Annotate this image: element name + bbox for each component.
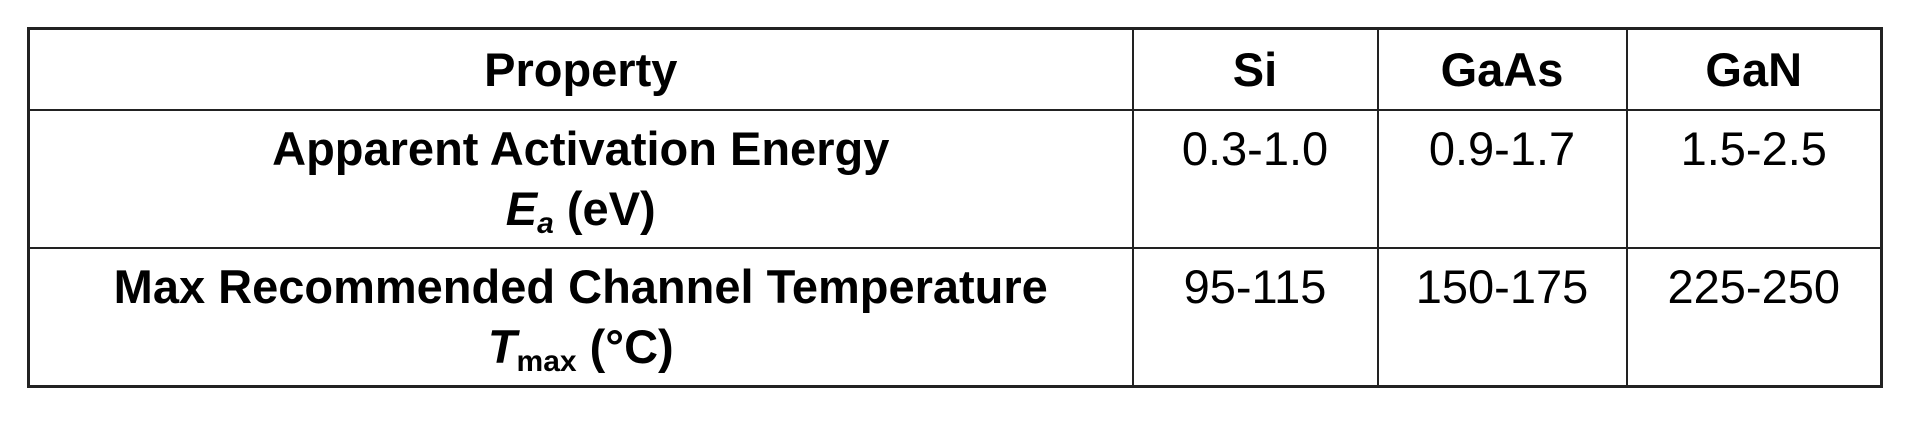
header-gan: GaN [1625, 27, 1883, 111]
property-name: Max Recommended Channel Temperature [113, 260, 1048, 313]
property-cell: Apparent Activation Energy Ea (eV) [27, 109, 1134, 249]
table-row: Max Recommended Channel Temperature Tmax… [27, 247, 1883, 387]
header-property: Property [27, 27, 1134, 111]
value-si: 0.3-1.0 [1131, 109, 1379, 249]
value-gan: 225-250 [1625, 247, 1883, 387]
value-gaas: 0.9-1.7 [1376, 109, 1628, 249]
property-symbol: Tmax (°C) [487, 320, 674, 378]
properties-table: Property Si GaAs GaN Apparent Activation… [27, 27, 1883, 388]
value-si: 95-115 [1131, 247, 1379, 387]
table-row: Apparent Activation Energy Ea (eV) 0.3-1… [27, 109, 1883, 249]
property-symbol: Ea (eV) [505, 182, 656, 240]
header-gaas: GaAs [1376, 27, 1628, 111]
value-gan: 1.5-2.5 [1625, 109, 1883, 249]
value-gaas: 150-175 [1376, 247, 1628, 387]
property-name: Apparent Activation Energy [272, 122, 890, 175]
header-row: Property Si GaAs GaN [27, 27, 1883, 111]
property-cell: Max Recommended Channel Temperature Tmax… [27, 247, 1134, 387]
header-si: Si [1131, 27, 1379, 111]
